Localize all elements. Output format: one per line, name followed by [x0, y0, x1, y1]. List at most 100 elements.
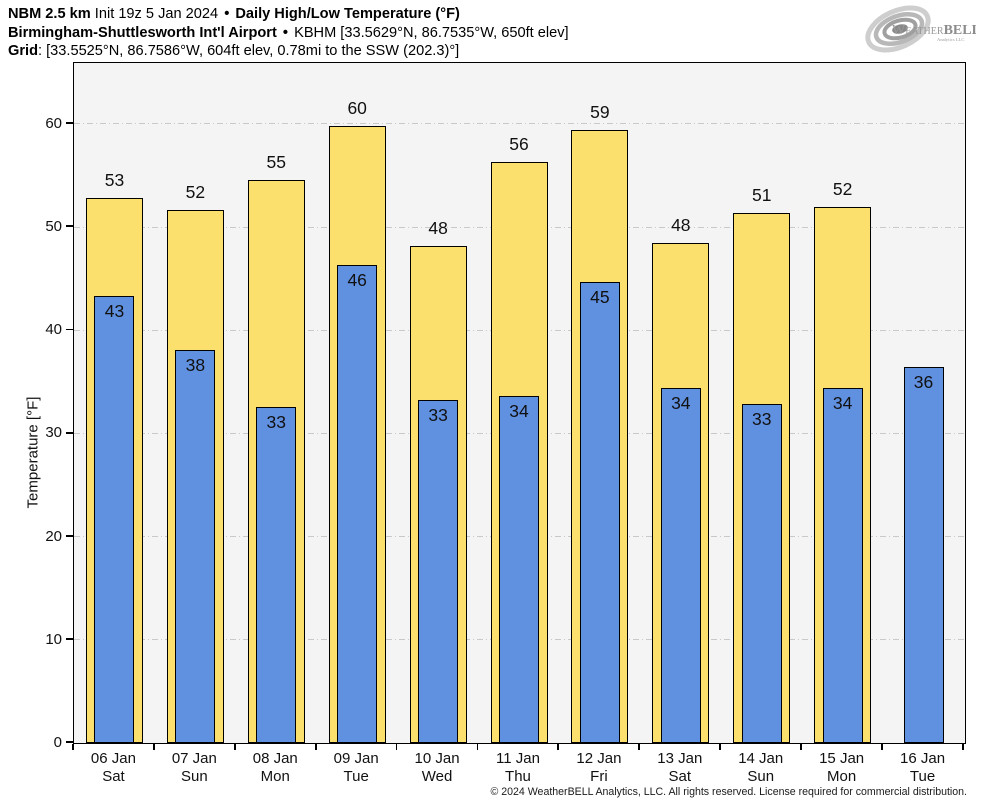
y-tick-label-60: 60 [45, 114, 62, 132]
x-label-day-2: Mon [260, 768, 290, 785]
low-value-label: 34 [671, 393, 691, 414]
y-tick-20 [66, 535, 73, 537]
x-label-day-10: Tue [909, 768, 936, 785]
header-line-2: Birmingham-Shuttlesworth Int'l Airport •… [8, 24, 569, 43]
low-bar-14-Jan [741, 403, 782, 743]
high-value-label: 55 [266, 151, 286, 172]
y-axis-title: Temperature [°F] [24, 396, 42, 509]
x-label-date-9: 15 Jan [819, 750, 865, 767]
low-bar-07-Jan [175, 349, 216, 743]
station-info: KBHM [33.5629°N, 86.7535°W, 650ft elev] [294, 24, 569, 41]
x-label-date-1: 07 Jan [171, 750, 217, 767]
y-tick-40 [66, 328, 73, 331]
x-tick-11 [962, 744, 964, 750]
low-bar-11-Jan [499, 396, 539, 743]
plot-area: 53 43 52 38 55 33 60 46 48 33 56 34 59 45 48 34 51 33 52 34… [73, 62, 966, 744]
separator-dot: • [282, 24, 289, 41]
x-label-date-10: 16 Jan [900, 750, 946, 767]
chart-header: NBM 2.5 km Init 19z 5 Jan 2024 • Daily H… [8, 5, 569, 61]
high-value-label: 52 [185, 181, 206, 202]
x-label-date-7: 13 Jan [657, 750, 703, 767]
x-label-day-6: Fri [590, 768, 608, 785]
low-value-label: 46 [347, 270, 367, 291]
x-label-date-6: 12 Jan [576, 750, 622, 767]
x-tick-7 [638, 744, 641, 750]
high-value-label: 60 [347, 97, 367, 118]
product-title: Daily High/Low Temperature (°F) [235, 6, 460, 22]
high-value-label: 56 [509, 134, 529, 155]
x-label-day-5: Thu [505, 768, 531, 785]
low-bar-16-Jan [903, 367, 944, 743]
x-label-day-1: Sun [181, 768, 208, 785]
x-label-date-8: 14 Jan [738, 750, 784, 767]
low-bar-10-Jan [418, 400, 459, 743]
x-label-day-3: Tue [343, 768, 369, 785]
x-tick-5 [476, 744, 479, 750]
low-value-label: 38 [185, 354, 206, 375]
x-tick-10 [881, 744, 883, 750]
model-name: NBM 2.5 km [8, 6, 91, 22]
x-tick-9 [800, 744, 802, 750]
low-bar-12-Jan [579, 281, 620, 743]
x-label-day-8: Sun [747, 768, 775, 785]
y-tick-30 [66, 431, 73, 434]
y-tick-label-40: 40 [45, 321, 62, 339]
low-value-label: 45 [590, 286, 610, 307]
x-tick-3 [314, 744, 317, 750]
y-tick-10 [66, 638, 73, 640]
x-label-date-4: 10 Jan [414, 750, 460, 767]
y-tick-label-10: 10 [45, 630, 62, 648]
y-tick-50 [66, 225, 73, 228]
separator-dot: • [224, 6, 230, 22]
x-label-date-5: 11 Jan [496, 750, 540, 767]
x-tick-8 [719, 744, 722, 750]
low-value-label: 33 [428, 405, 448, 426]
low-bar-09-Jan [337, 265, 378, 743]
x-tick-0 [72, 744, 74, 750]
copyright-notice: © 2024 WeatherBELL Analytics, LLC. All r… [490, 786, 967, 798]
low-bar-15-Jan [822, 388, 863, 743]
x-tick-1 [152, 744, 155, 750]
header-line-1: NBM 2.5 km Init 19z 5 Jan 2024 • Daily H… [8, 5, 569, 24]
high-value-label: 52 [832, 179, 853, 200]
high-value-label: 48 [671, 214, 691, 235]
low-value-label: 43 [104, 301, 125, 322]
y-tick-label-0: 0 [53, 733, 62, 751]
hurricane-swirl-icon [865, 5, 931, 53]
x-tick-4 [395, 744, 398, 750]
x-tick-6 [557, 744, 560, 750]
x-label-day-0: Sat [102, 768, 125, 785]
x-label-day-7: Sat [668, 768, 692, 785]
x-label-day-4: Wed [421, 768, 453, 785]
logo-wordmark: WEATHERBELL [892, 23, 976, 38]
init-time: Init 19z 5 Jan 2024 [94, 6, 219, 22]
y-tick-label-50: 50 [45, 217, 62, 235]
header-line-3: Grid: [33.5525°N, 86.7586°W, 604ft elev,… [8, 42, 569, 61]
high-value-label: 59 [590, 102, 610, 123]
y-tick-60 [66, 122, 73, 125]
low-value-label: 33 [266, 411, 286, 432]
low-value-label: 36 [913, 372, 934, 393]
low-bar-08-Jan [256, 406, 297, 743]
low-bar-13-Jan [660, 388, 701, 743]
y-tick-0 [66, 741, 73, 744]
x-label-date-3: 09 Jan [333, 750, 379, 767]
station-name: Birmingham-Shuttlesworth Int'l Airport [8, 24, 277, 41]
x-label-date-2: 08 Jan [252, 750, 298, 767]
low-bar-06-Jan [94, 296, 135, 743]
x-tick-2 [233, 744, 236, 750]
logo-subtext: Analytics LLC [937, 37, 964, 42]
x-label-date-0: 06 Jan [90, 750, 136, 767]
low-value-label: 34 [509, 401, 529, 422]
high-value-label: 51 [751, 184, 772, 205]
gridline-60 [74, 123, 965, 125]
low-value-label: 34 [832, 393, 853, 414]
high-value-label: 53 [104, 170, 125, 191]
y-tick-label-20: 20 [45, 527, 62, 545]
y-tick-label-30: 30 [45, 424, 62, 442]
x-label-day-9: Mon [827, 768, 857, 785]
high-value-label: 48 [428, 217, 448, 238]
grid-label: Grid [8, 43, 38, 59]
low-value-label: 33 [751, 408, 772, 429]
